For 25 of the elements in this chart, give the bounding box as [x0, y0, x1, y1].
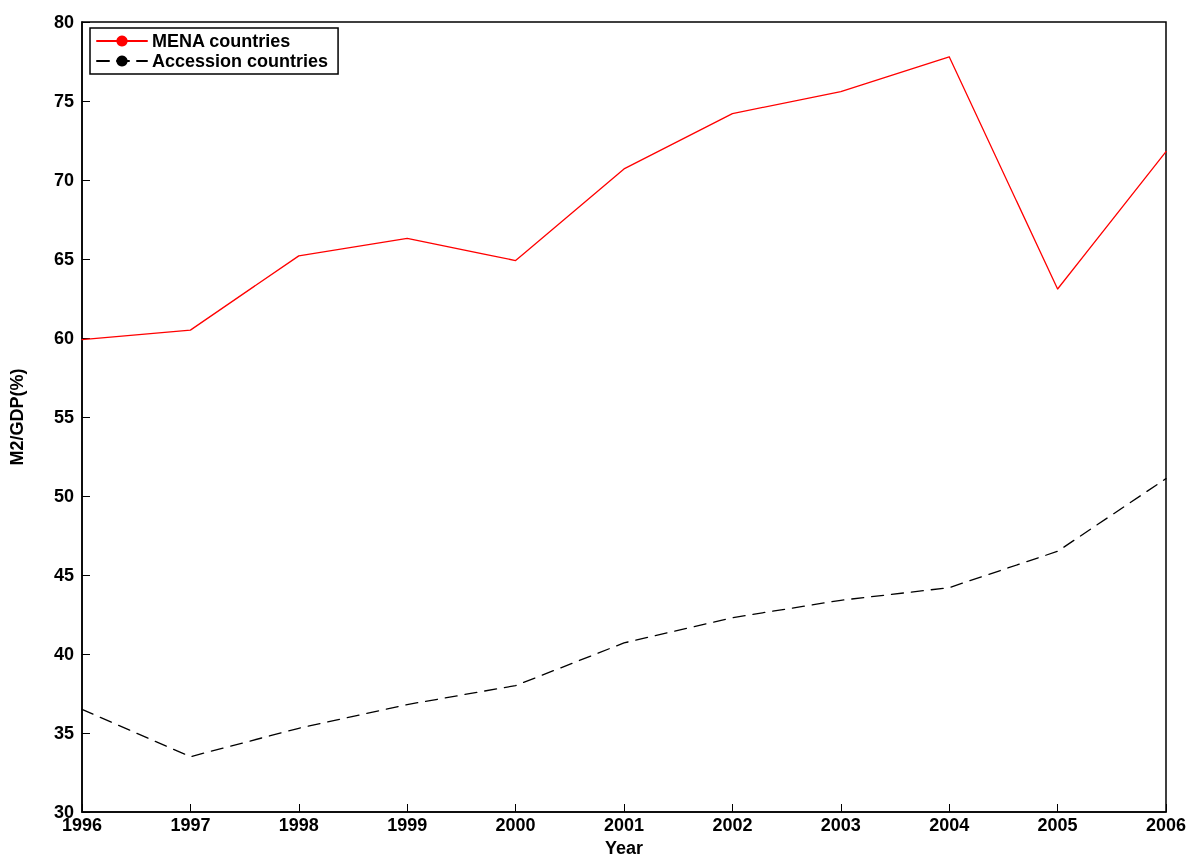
- line-series: [81, 56, 1167, 341]
- x-tick-label: 1999: [387, 815, 428, 835]
- x-tick-label: 2000: [495, 815, 536, 835]
- x-tick-label: 2001: [603, 815, 645, 835]
- x-tick-label: 2006: [1145, 815, 1187, 835]
- legend-label: Accession countries: [152, 51, 329, 71]
- y-tick-label: 65: [53, 249, 74, 269]
- x-axis-title: Year: [604, 837, 644, 858]
- x-tick-label: 2005: [1037, 815, 1078, 835]
- y-tick-label: 75: [53, 91, 74, 111]
- y-tick-label: 40: [53, 644, 74, 664]
- legend-label: MENA countries: [152, 31, 291, 51]
- y-tick-label: 45: [53, 565, 74, 585]
- y-tick-label: 60: [53, 328, 74, 348]
- y-axis-title: M2/GDP(%): [7, 368, 27, 466]
- x-tick-label: 1998: [278, 815, 319, 835]
- x-tick-label: 2004: [929, 815, 970, 835]
- y-tick-label: 70: [53, 170, 74, 190]
- y-tick-label: 50: [53, 486, 74, 506]
- y-tick-label: 55: [53, 407, 74, 427]
- y-tick-label: 35: [53, 723, 74, 743]
- x-tick-label: 2002: [712, 815, 753, 835]
- x-tick-label: 1997: [170, 815, 211, 835]
- y-tick-label: 80: [53, 12, 74, 32]
- x-tick-label: 2003: [820, 815, 861, 835]
